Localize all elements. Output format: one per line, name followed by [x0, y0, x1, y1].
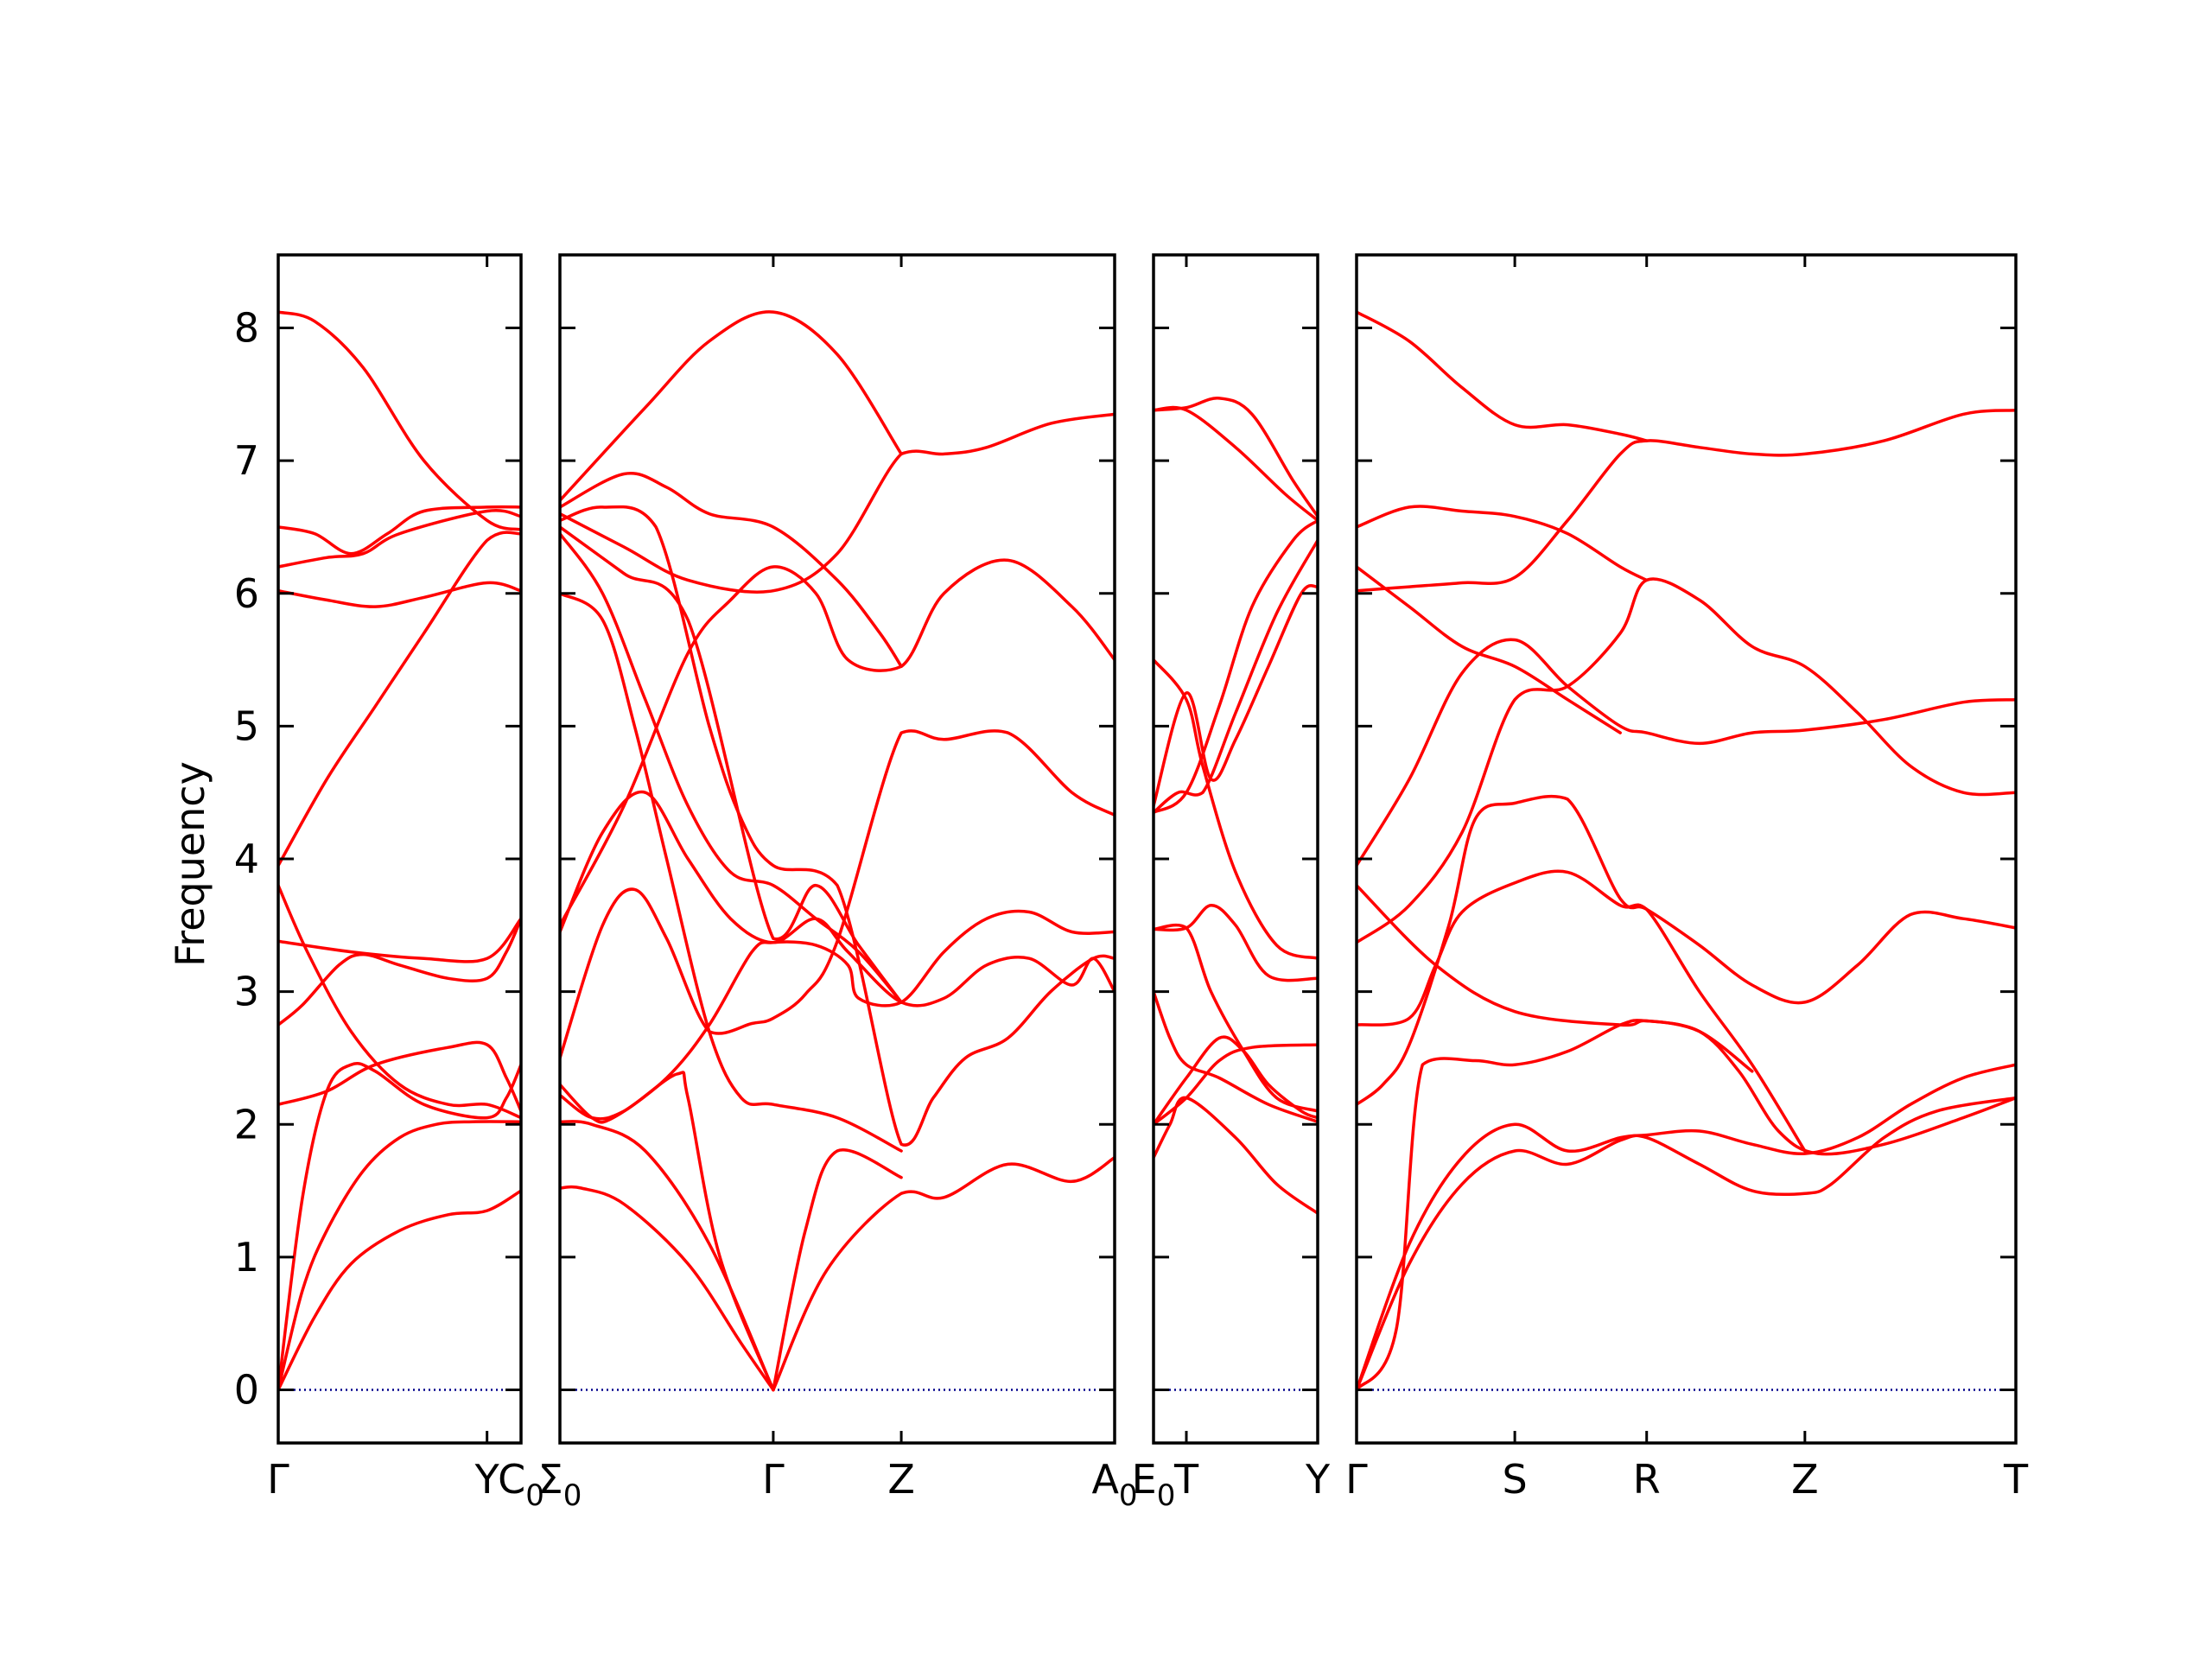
y-axis: 0 1 2 3 4 5 6 7 8: [234, 304, 259, 1413]
x-tick-label: Σ0: [538, 1456, 582, 1513]
x-tick-label: Z: [887, 1456, 915, 1503]
band-sigma-gamma-z-a-8: [560, 531, 903, 1004]
y-tick-label: 5: [234, 702, 259, 749]
panel-frame: [1152, 253, 1319, 1445]
y-tick-label: 6: [234, 570, 259, 617]
band-sigma-gamma-z-a-9: [560, 592, 903, 1153]
band-e-t-y-9: [1154, 538, 1318, 815]
band-gamma-y-3: [278, 1061, 521, 1392]
bands: [1154, 397, 1318, 1215]
band-sigma-gamma-z-a-7: [560, 558, 1115, 927]
band-gamma-s-r-z-t-2: [1357, 1063, 2016, 1392]
band-e-t-y-7: [1154, 518, 1318, 815]
band-e-t-y-10: [1154, 583, 1318, 808]
panel-gamma-y: Γ YC0: [267, 253, 544, 1513]
panel-e-t-y: E0T Y: [1132, 253, 1331, 1513]
panel-frame: [1355, 253, 2018, 1445]
band-gamma-y-1: [278, 1120, 521, 1392]
band-e-t-y-1: [1154, 1096, 1318, 1215]
y-axis-label: Frequency: [167, 761, 213, 967]
band-gamma-y-7: [278, 883, 521, 1120]
x-tick-label: T: [1173, 1456, 1199, 1503]
band-sigma-gamma-z-a-10: [560, 412, 1115, 594]
panel-frame: [558, 253, 1116, 1445]
bands: [560, 310, 1115, 1392]
panel-frame: [276, 253, 523, 1445]
band-sigma-gamma-z-a-4: [560, 909, 1115, 1124]
band-gamma-s-r-z-t-8: [1357, 638, 2016, 868]
band-gamma-s-r-z-t-7: [1357, 577, 2016, 944]
x-tick-label: Γ: [1345, 1456, 1368, 1503]
band-gamma-s-r-z-t-6: [1357, 883, 1754, 1073]
band-e-t-y-6: [1154, 904, 1318, 982]
band-e-t-y-2: [1154, 989, 1318, 1123]
band-e-t-y-5: [1154, 1035, 1318, 1127]
band-gamma-y-5: [278, 917, 521, 1027]
band-gamma-s-r-z-t-12: [1357, 310, 1649, 442]
band-gamma-s-r-z-t-9: [1357, 408, 2016, 593]
band-gamma-y-9: [278, 581, 521, 608]
band-e-t-y-3: [1154, 923, 1318, 1113]
band-sigma-gamma-z-a-6: [560, 790, 1115, 1007]
x-tick-label: A0: [1091, 1456, 1137, 1513]
band-gamma-s-r-z-t-11: [1357, 505, 1649, 582]
bands: [278, 310, 521, 1392]
y-tick-label: 1: [234, 1234, 259, 1281]
band-gamma-s-r-z-t-10: [1357, 565, 1622, 734]
band-gamma-s-r-z-t-4: [1357, 794, 2016, 1106]
x-tick-label: Γ: [267, 1456, 289, 1503]
band-gamma-y-10: [278, 509, 521, 569]
y-tick-label: 0: [234, 1367, 259, 1414]
band-sigma-gamma-z-a-16: [772, 1155, 1115, 1392]
x-tick-label: T: [2003, 1456, 2029, 1503]
panel-sigma-gamma-z-a: Σ0 Γ Z A0: [538, 253, 1138, 1513]
bands: [1357, 310, 2016, 1392]
band-gamma-y-8: [278, 531, 521, 868]
band-sigma-gamma-z-a-5: [560, 729, 1115, 1060]
band-e-t-y-8: [1154, 658, 1318, 960]
y-tick-label: 3: [234, 969, 259, 1015]
band-sigma-gamma-z-a-11: [560, 505, 1115, 1147]
y-tick-label: 8: [234, 304, 259, 351]
band-gamma-y-12: [278, 310, 521, 531]
band-sigma-gamma-z-a-12: [560, 472, 903, 669]
y-tick-label: 2: [234, 1101, 259, 1147]
band-gamma-y-2: [278, 1189, 521, 1392]
x-tick-label: E0: [1132, 1456, 1176, 1513]
band-sigma-gamma-z-a-15: [772, 1148, 903, 1392]
x-tick-label: R: [1633, 1456, 1661, 1503]
band-sigma-gamma-z-a-14: [560, 525, 903, 1004]
band-gamma-s-r-z-t-3: [1357, 1019, 2016, 1392]
x-tick-label: Γ: [762, 1456, 785, 1503]
y-tick-label: 7: [234, 437, 259, 484]
y-tick-label: 4: [234, 836, 259, 882]
band-e-t-y-11: [1154, 397, 1318, 518]
band-e-t-y-12: [1154, 405, 1318, 523]
band-sigma-gamma-z-a-13: [560, 310, 903, 502]
band-sigma-gamma-z-a-1: [560, 1185, 775, 1392]
band-sigma-gamma-z-a-2: [560, 1120, 775, 1392]
band-gamma-y-4: [278, 1040, 521, 1113]
x-tick-label: Z: [1791, 1456, 1819, 1503]
band-gamma-s-r-z-t-1: [1357, 1096, 2016, 1392]
x-tick-label: Y: [474, 1456, 500, 1503]
x-tick-label: Y: [1305, 1456, 1331, 1503]
x-tick-label: S: [1503, 1456, 1528, 1503]
band-e-t-y-4: [1154, 1043, 1318, 1127]
band-gamma-s-r-z-t-5: [1357, 869, 1807, 1153]
band-gamma-y-6: [278, 917, 521, 963]
band-gamma-y-11: [278, 505, 521, 556]
